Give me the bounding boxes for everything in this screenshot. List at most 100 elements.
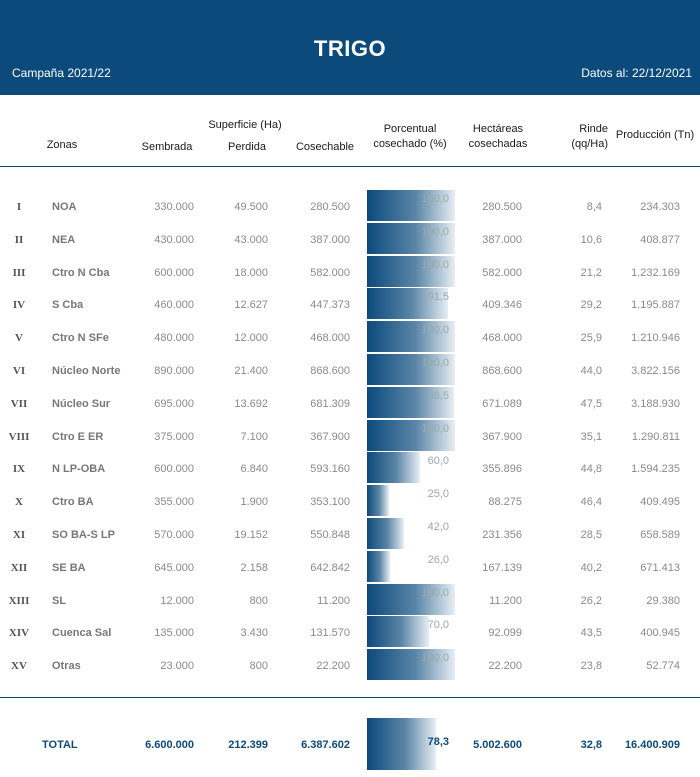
row-perdida: 18.000 <box>234 266 268 279</box>
row-roman-numeral: X <box>15 496 23 509</box>
total-cosechable: 6.387.602 <box>301 739 350 751</box>
total-hectareas: 5.002.600 <box>473 739 522 751</box>
total-label: TOTAL <box>42 739 78 751</box>
table-row: I NOA 330.000 49.500 280.500 100,0 280.500 8,4 2… <box>0 190 700 224</box>
row-produccion: 658.589 <box>640 529 680 541</box>
row-zona: SL <box>52 594 67 607</box>
row-percent-fill <box>367 386 454 418</box>
row-cosechable: 582.000 <box>310 266 350 279</box>
col-produccion: Producción (Tn) <box>615 129 695 141</box>
row-percent-label: 100,0 <box>421 357 449 369</box>
row-perdida: 6.840 <box>240 463 268 476</box>
row-produccion: 3.188.930 <box>631 397 680 410</box>
total-row: TOTAL 6.600.000 212.399 6.387.602 78,3 5… <box>0 718 700 770</box>
row-roman-numeral: IX <box>12 463 26 476</box>
row-cosechable: 868.600 <box>310 365 350 377</box>
row-zona: Ctro E ER <box>52 430 104 443</box>
row-percent-bar: 100,0 <box>367 583 455 615</box>
col-porcentual-line1: Porcentual <box>383 123 437 135</box>
row-rinde: 46,4 <box>580 496 602 509</box>
total-perdida: 212.399 <box>228 739 268 751</box>
col-superficie: Superficie (Ha) <box>208 119 282 131</box>
table-row: XIII SL 12.000 800 11.200 100,0 11.200 26,2 29.3… <box>0 583 700 618</box>
row-sembrada: 600.000 <box>154 266 194 279</box>
row-zona: NEA <box>52 233 76 246</box>
row-percent-bar: 25,0 <box>367 485 455 517</box>
col-perdida: Perdida <box>228 141 266 153</box>
row-percent-fill <box>367 419 455 451</box>
row-percent-label: 60,0 <box>427 455 449 468</box>
row-rinde: 29,2 <box>580 299 602 312</box>
row-perdida: 12.627 <box>234 299 268 312</box>
row-zona: Ctro BA <box>52 496 94 509</box>
row-zona: SO BA-S LP <box>52 529 115 541</box>
row-percent-label: 100,0 <box>421 422 449 435</box>
col-porcentual: Porcentual cosechado (%) <box>368 122 452 152</box>
row-sembrada: 695.000 <box>154 397 194 410</box>
row-produccion: 3.822.156 <box>631 365 680 377</box>
row-rinde: 44,0 <box>580 365 602 377</box>
report-title: TRIGO <box>313 36 387 61</box>
total-percent-label: 78,3 <box>427 736 449 748</box>
row-perdida: 7.100 <box>240 430 268 443</box>
col-hectareas: Hectáreas cosechadas <box>460 122 536 152</box>
row-perdida: 12.000 <box>234 332 268 345</box>
row-cosechable: 468.000 <box>310 332 350 345</box>
row-roman-numeral: VIII <box>8 430 30 443</box>
row-roman-numeral: II <box>14 233 24 246</box>
table-row: VIII Ctro E ER 375.000 7.100 367.900 100,0 367… <box>0 419 700 454</box>
row-percent-label: 100,0 <box>421 586 449 599</box>
table-row: XII SE BA 645.000 2.158 642.842 26,0 167.139 40… <box>0 550 700 585</box>
row-hectareas: 92.099 <box>488 627 522 640</box>
row-roman-numeral: XI <box>12 529 26 541</box>
row-zona: NOA <box>52 201 77 213</box>
total-rinde: 32,8 <box>580 739 602 751</box>
row-zona: Núcleo Sur <box>52 397 111 410</box>
table-row: VII Núcleo Sur 695.000 13.692 681.309 98,5 671… <box>0 386 700 421</box>
row-percent-bar: 26,0 <box>367 550 455 582</box>
row-hectareas: 355.896 <box>482 463 522 476</box>
row-cosechable: 11.200 <box>317 594 350 607</box>
row-hectareas: 409.346 <box>482 299 522 312</box>
col-hectareas-line1: Hectáreas <box>472 123 524 135</box>
row-roman-numeral: V <box>15 332 23 345</box>
row-produccion: 671.413 <box>640 561 680 574</box>
row-rinde: 10,6 <box>580 233 602 246</box>
row-cosechable: 681.309 <box>310 397 350 410</box>
row-sembrada: 12.000 <box>160 594 194 607</box>
row-percent-bar: 100,0 <box>367 419 455 451</box>
row-percent-bar: 100,0 <box>367 321 455 353</box>
row-hectareas: 387.000 <box>482 233 522 246</box>
col-hectareas-line2: cosechadas <box>468 138 528 150</box>
row-hectareas: 468.000 <box>482 332 522 345</box>
row-perdida: 19.152 <box>234 529 268 541</box>
row-hectareas: 671.089 <box>482 397 522 410</box>
row-sembrada: 330.000 <box>154 201 194 213</box>
row-percent-fill <box>367 616 429 648</box>
row-rinde: 44,8 <box>580 463 602 476</box>
row-perdida: 21.400 <box>234 365 268 377</box>
row-zona: Otras <box>52 660 81 673</box>
row-percent-bar: 70,0 <box>367 616 455 648</box>
row-percent-bar: 100,0 <box>367 255 455 287</box>
row-sembrada: 600.000 <box>154 463 194 476</box>
row-cosechable: 387.000 <box>310 233 350 246</box>
row-hectareas: 367.900 <box>482 430 522 443</box>
row-percent-bar: 98,5 <box>367 386 455 418</box>
row-percent-bar: 100,0 <box>367 354 455 385</box>
row-perdida: 800 <box>249 594 268 607</box>
row-roman-numeral: III <box>12 266 26 279</box>
row-percent-fill <box>367 354 455 385</box>
row-percent-fill <box>367 583 455 615</box>
row-rinde: 43,5 <box>580 627 602 640</box>
row-percent-bar: 91,5 <box>367 288 455 320</box>
row-roman-numeral: VII <box>10 397 28 410</box>
table-row: X Ctro BA 355.000 1.900 353.100 25,0 88.275 46,… <box>0 485 700 519</box>
row-perdida: 49.500 <box>234 201 268 213</box>
total-sembrada: 6.600.000 <box>145 739 194 751</box>
row-produccion: 1.594.235 <box>631 463 680 476</box>
row-rinde: 47,5 <box>580 397 602 410</box>
row-percent-label: 70,0 <box>427 619 449 632</box>
row-produccion: 409.495 <box>640 496 680 509</box>
col-porcentual-line2: cosechado (%) <box>373 138 447 150</box>
